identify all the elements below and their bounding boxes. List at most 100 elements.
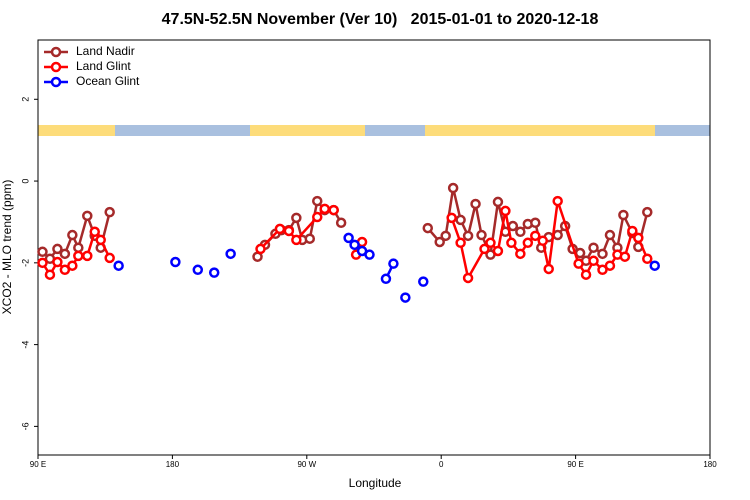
data-point [455, 237, 466, 249]
data-point [274, 223, 286, 235]
data-point [552, 229, 563, 241]
data-point [400, 292, 411, 303]
data-point [530, 217, 541, 229]
data-point [506, 237, 517, 249]
data-point [627, 225, 638, 237]
data-point [67, 229, 78, 241]
data-point [312, 195, 323, 207]
data-point [104, 206, 115, 218]
data-point [418, 276, 429, 287]
x-tick-label: 180 [703, 460, 717, 469]
land-band [250, 125, 365, 136]
x-tick-label: 180 [166, 460, 180, 469]
y-tick-label: -6 [20, 422, 30, 430]
data-point [44, 269, 56, 280]
y-tick-label: 2 [20, 97, 30, 102]
land-band [38, 125, 115, 136]
data-point [476, 229, 487, 241]
data-point [588, 242, 599, 253]
data-point [82, 210, 93, 222]
data-point [59, 248, 71, 260]
data-point [52, 243, 63, 255]
data-point [507, 220, 519, 232]
y-tick-label: -4 [20, 341, 30, 349]
data-point [597, 264, 608, 276]
legend-marker [50, 46, 62, 58]
land-band [425, 125, 655, 136]
data-point [515, 226, 526, 238]
data-point [462, 230, 474, 242]
data-point [446, 212, 457, 224]
surface-strip [38, 125, 710, 136]
data-point [364, 249, 375, 260]
data-point [283, 225, 295, 237]
data-point [291, 212, 302, 224]
data-point [291, 234, 302, 246]
legend-label: Land Glint [76, 59, 131, 73]
data-point [343, 232, 354, 244]
ocean-band [365, 125, 425, 136]
y-tick-label: -2 [20, 259, 30, 267]
data-point [89, 226, 100, 238]
chart-title: 47.5N-52.5N November (Ver 10) 2015-01-01… [162, 11, 599, 28]
data-point [455, 214, 466, 226]
data-point [37, 246, 48, 258]
data-point [434, 236, 445, 248]
data-point [388, 258, 399, 269]
data-point [597, 248, 608, 260]
y-tick-label: 0 [20, 179, 30, 184]
data-point [479, 243, 490, 255]
data-point [543, 263, 554, 275]
data-point [619, 251, 631, 262]
data-point [328, 204, 339, 216]
x-tick-label: 90 E [567, 460, 583, 469]
data-point [633, 232, 644, 244]
data-point [492, 196, 504, 208]
data-point [492, 245, 504, 257]
data-point [349, 239, 360, 251]
data-point [335, 217, 347, 229]
data-point [440, 230, 451, 242]
y-axis-label: XCO2 - MLO trend (ppm) [0, 180, 14, 315]
data-point [470, 198, 481, 210]
data-point [649, 260, 660, 271]
x-tick-label: 90 W [297, 460, 316, 469]
data-point [515, 248, 526, 260]
data-point [304, 233, 316, 244]
data-point [255, 243, 266, 255]
data-point [604, 229, 616, 241]
data-point [170, 256, 181, 268]
data-point [485, 237, 496, 249]
data-point [312, 211, 323, 223]
x-tick-label: 90 E [30, 460, 46, 469]
data-point [37, 257, 48, 269]
data-point [67, 260, 78, 271]
data-point [588, 255, 599, 267]
data-point [462, 272, 474, 284]
data-point [73, 242, 84, 253]
data-point [113, 260, 124, 271]
legend-label: Ocean Glint [76, 74, 140, 88]
data-point [580, 269, 592, 280]
ocean-band [115, 125, 250, 136]
data-point [530, 230, 541, 242]
data-point [642, 206, 653, 218]
data-point [59, 264, 71, 276]
data-point [319, 203, 330, 215]
x-tick-label: 0 [439, 460, 444, 469]
data-point [73, 250, 84, 262]
data-point [573, 258, 584, 269]
data-point [104, 252, 115, 264]
data-point [82, 250, 93, 262]
data-point [225, 248, 236, 260]
data-point [192, 264, 204, 276]
data-point [208, 267, 220, 278]
data-point [537, 235, 548, 247]
data-point [52, 256, 63, 268]
x-axis-label: Longitude [349, 476, 402, 490]
data-point [447, 182, 459, 194]
data-point [618, 209, 629, 221]
legend-marker [50, 61, 62, 73]
data-point [380, 273, 392, 285]
